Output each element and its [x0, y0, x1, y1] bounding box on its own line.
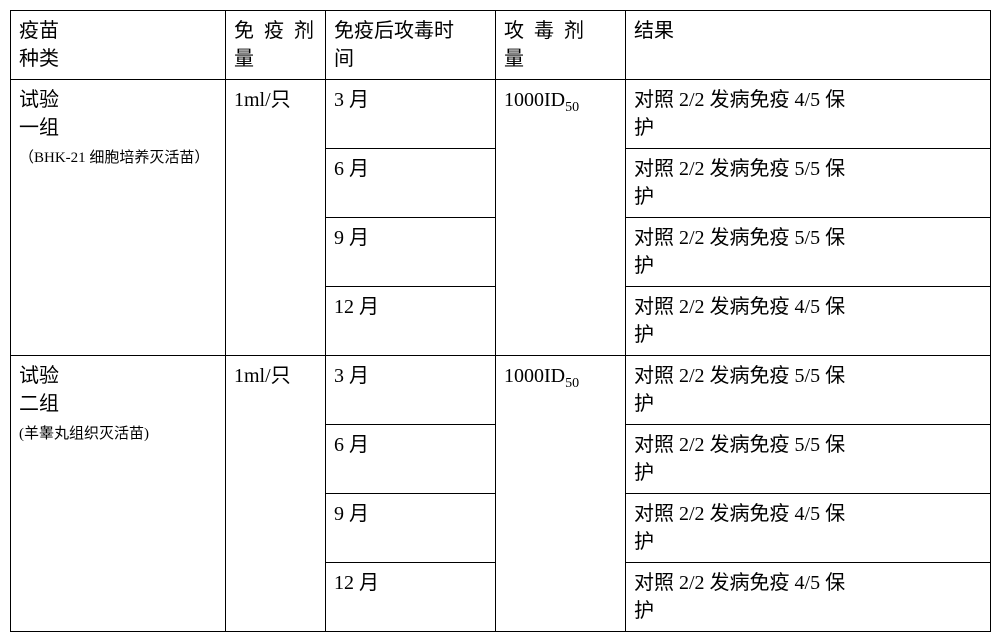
text: 护	[634, 531, 654, 553]
text: 对照 2/2 发病免疫 4/5 保	[634, 503, 845, 525]
subtext: (羊睾丸组织灭活苗)	[19, 426, 149, 442]
cell-result: 对照 2/2 发病免疫 5/5 保 护	[626, 356, 991, 425]
table-row: 试验 一组 （BHK-21 细胞培养灭活苗） 1ml/只 3 月 1000ID5…	[11, 80, 991, 149]
cell-challenge-dose: 1000ID50	[496, 356, 626, 632]
text: 量	[504, 48, 524, 70]
text: 护	[634, 117, 654, 139]
cell-result: 对照 2/2 发病免疫 4/5 保 护	[626, 563, 991, 632]
text: 试验	[19, 365, 59, 387]
cell-result: 对照 2/2 发病免疫 5/5 保 护	[626, 149, 991, 218]
text: 攻	[504, 20, 534, 42]
text: 护	[634, 255, 654, 277]
cell-result: 对照 2/2 发病免疫 5/5 保 护	[626, 218, 991, 287]
cell-challenge-time: 12 月	[326, 563, 496, 632]
cell-challenge-time: 9 月	[326, 218, 496, 287]
text: 3 月	[334, 89, 369, 111]
text: 二组	[19, 393, 59, 415]
text: 对照 2/2 发病免疫 5/5 保	[634, 365, 845, 387]
text: 6 月	[334, 434, 369, 456]
text: 1ml/只	[234, 365, 291, 387]
cell-vaccine-type: 试验 二组 (羊睾丸组织灭活苗)	[11, 356, 226, 632]
cell-challenge-time: 6 月	[326, 425, 496, 494]
header-challenge-dose: 攻毒剂 量	[496, 11, 626, 80]
text: 护	[634, 393, 654, 415]
text: 对照 2/2 发病免疫 4/5 保	[634, 89, 845, 111]
table-row: 试验 二组 (羊睾丸组织灭活苗) 1ml/只 3 月 1000ID50 对照 2…	[11, 356, 991, 425]
subtext: （BHK-21 细胞培养灭活苗）	[19, 150, 209, 166]
text: 试验	[19, 89, 59, 111]
header-challenge-time: 免疫后攻毒时 间	[326, 11, 496, 80]
cell-result: 对照 2/2 发病免疫 5/5 保 护	[626, 425, 991, 494]
text: 种类	[19, 48, 59, 70]
text: 1000ID	[504, 365, 565, 387]
text: 免疫后攻毒时	[334, 20, 454, 42]
text: 9 月	[334, 227, 369, 249]
header-vaccine-type: 疫苗 种类	[11, 11, 226, 80]
table-header-row: 疫苗 种类 免疫剂 量 免疫后攻毒时 间 攻毒剂 量 结果	[11, 11, 991, 80]
header-immune-dose: 免疫剂 量	[226, 11, 326, 80]
text: 免	[234, 20, 264, 42]
text: 9 月	[334, 503, 369, 525]
text: 6 月	[334, 158, 369, 180]
cell-result: 对照 2/2 发病免疫 4/5 保 护	[626, 494, 991, 563]
subscript: 50	[565, 100, 579, 115]
text: 一组	[19, 117, 59, 139]
text: 对照 2/2 发病免疫 5/5 保	[634, 434, 845, 456]
cell-vaccine-type: 试验 一组 （BHK-21 细胞培养灭活苗）	[11, 80, 226, 356]
text: 疫	[264, 20, 294, 42]
cell-challenge-time: 3 月	[326, 356, 496, 425]
text: 剂	[294, 20, 314, 42]
text: 护	[634, 600, 654, 622]
cell-immune-dose: 1ml/只	[226, 356, 326, 632]
text: 3 月	[334, 365, 369, 387]
text: 1000ID	[504, 89, 565, 111]
text: 对照 2/2 发病免疫 4/5 保	[634, 296, 845, 318]
text: 疫苗	[19, 20, 59, 42]
text: 对照 2/2 发病免疫 4/5 保	[634, 572, 845, 594]
subscript: 50	[565, 376, 579, 391]
cell-challenge-time: 9 月	[326, 494, 496, 563]
text: 结果	[634, 20, 674, 42]
text: 护	[634, 462, 654, 484]
vaccine-table: 疫苗 种类 免疫剂 量 免疫后攻毒时 间 攻毒剂 量 结果 试验 一组 （BHK…	[10, 10, 991, 632]
header-result: 结果	[626, 11, 991, 80]
cell-challenge-dose: 1000ID50	[496, 80, 626, 356]
cell-challenge-time: 12 月	[326, 287, 496, 356]
text: 12 月	[334, 572, 379, 594]
text: 间	[334, 48, 354, 70]
text: 对照 2/2 发病免疫 5/5 保	[634, 227, 845, 249]
cell-challenge-time: 6 月	[326, 149, 496, 218]
text: 剂	[564, 20, 584, 42]
text: 对照 2/2 发病免疫 5/5 保	[634, 158, 845, 180]
cell-challenge-time: 3 月	[326, 80, 496, 149]
text: 护	[634, 324, 654, 346]
text: 毒	[534, 20, 564, 42]
text: 12 月	[334, 296, 379, 318]
text: 量	[234, 48, 254, 70]
cell-immune-dose: 1ml/只	[226, 80, 326, 356]
text: 1ml/只	[234, 89, 291, 111]
text: 护	[634, 186, 654, 208]
cell-result: 对照 2/2 发病免疫 4/5 保 护	[626, 80, 991, 149]
cell-result: 对照 2/2 发病免疫 4/5 保 护	[626, 287, 991, 356]
